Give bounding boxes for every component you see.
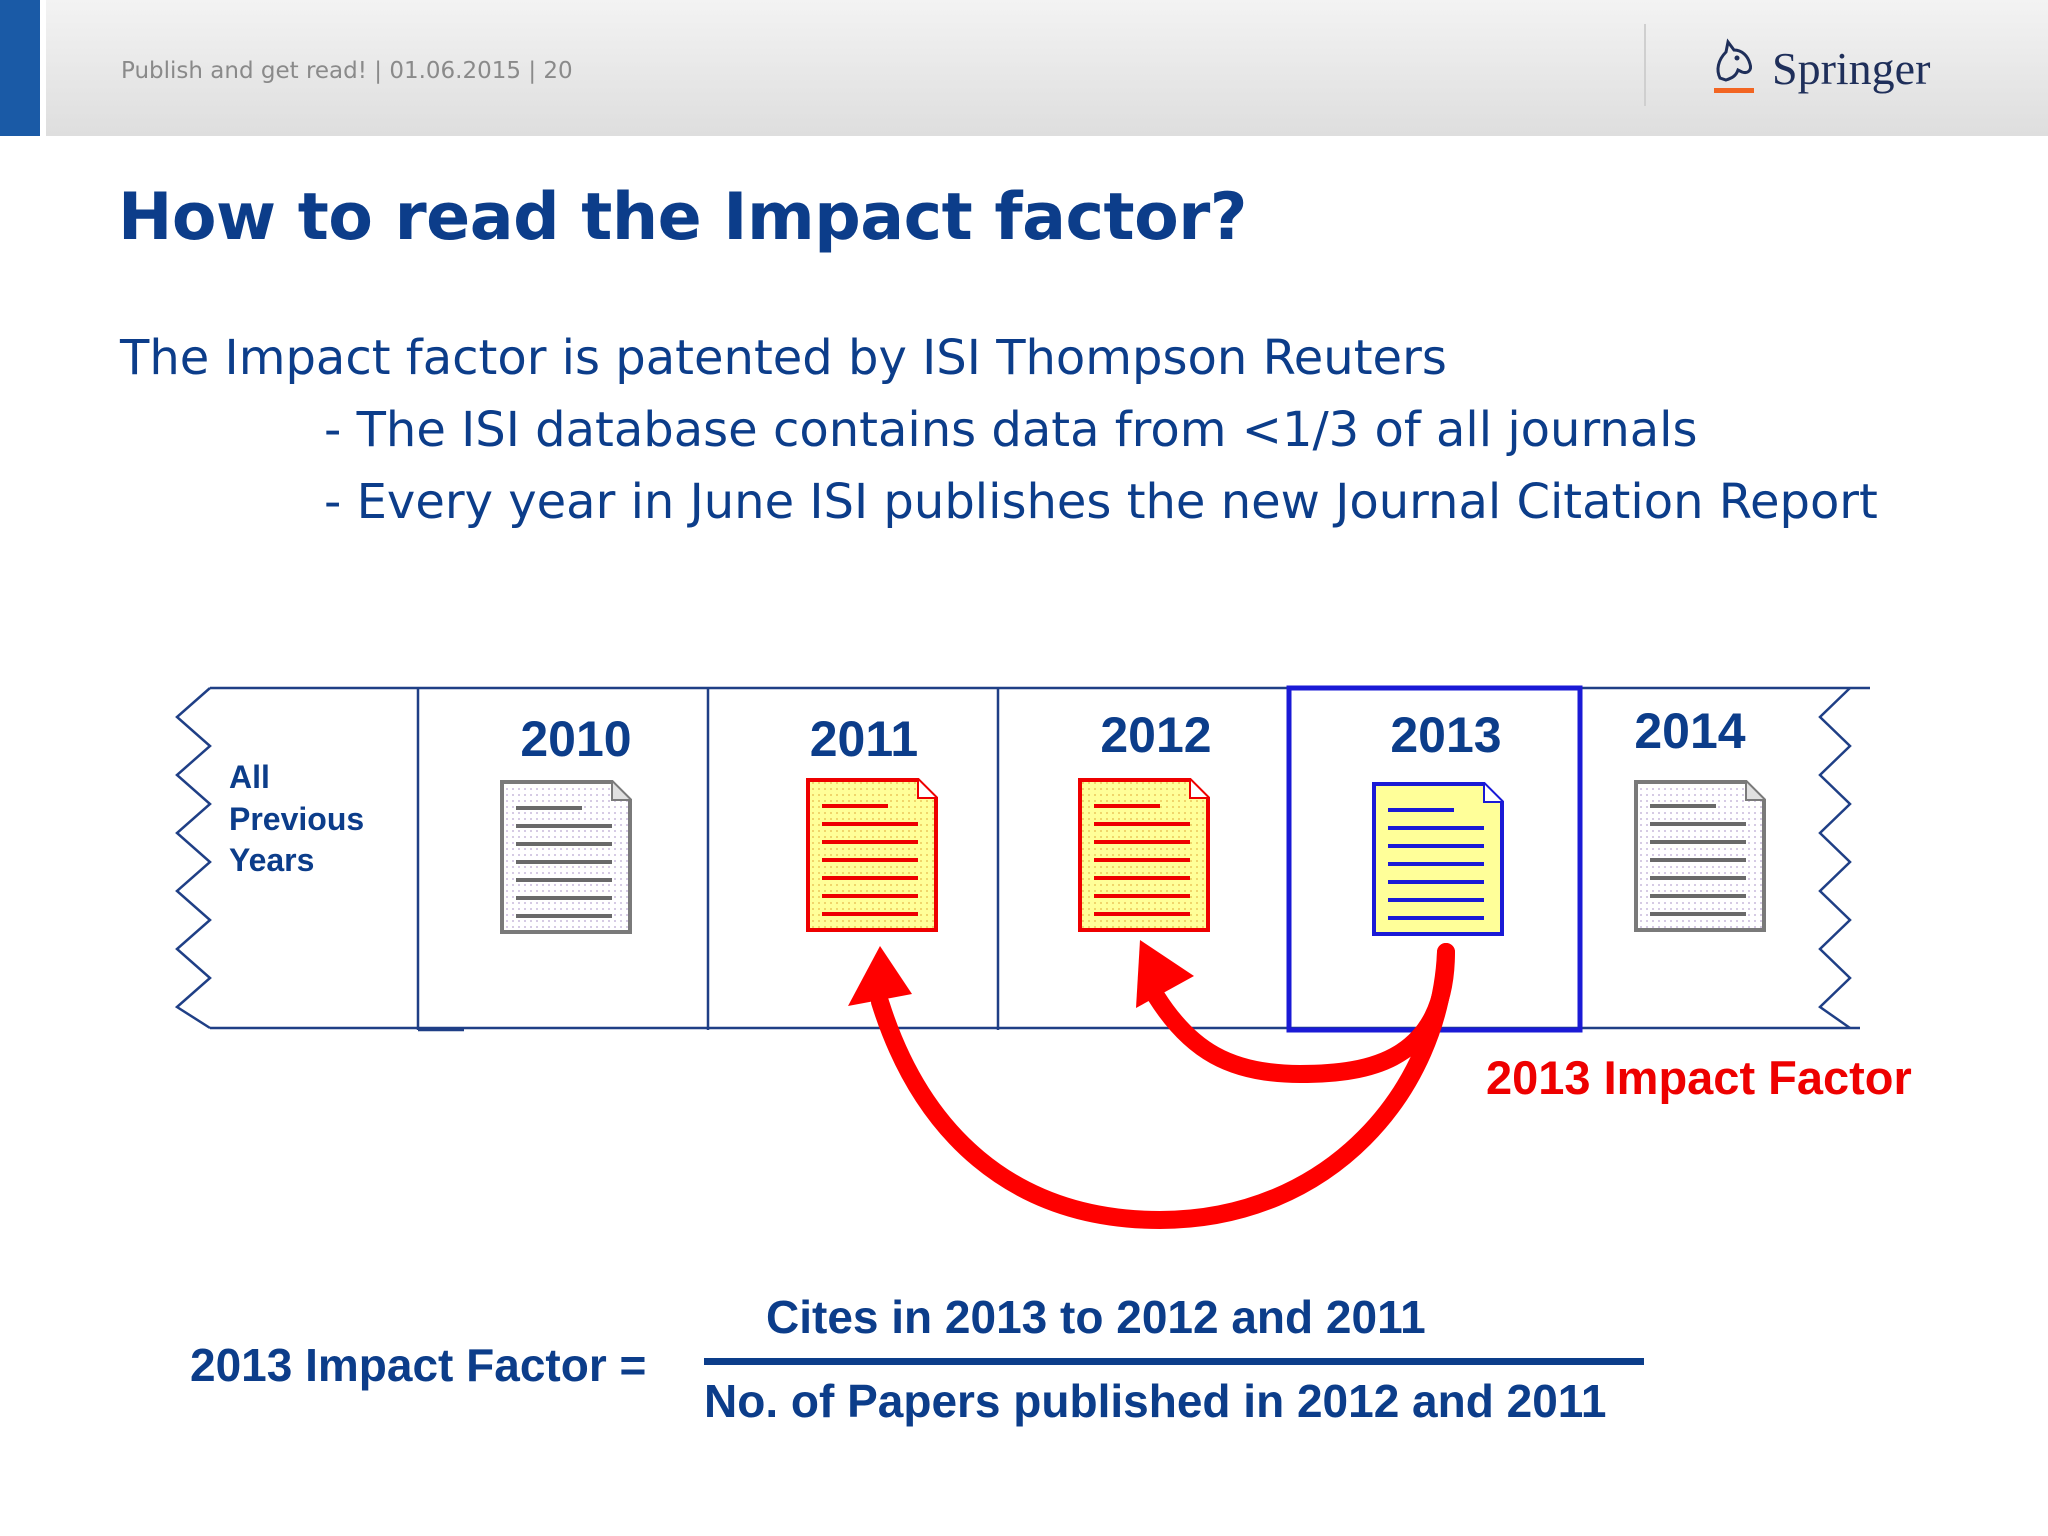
year-label-2013: 2013 (1390, 707, 1501, 763)
document-icon-2011 (806, 778, 938, 932)
year-label-2010: 2010 (520, 711, 631, 767)
header-meta: Publish and get read! | 01.06.2015 | 20 (121, 58, 573, 84)
springer-logo: Springer (1706, 34, 1946, 104)
formula-label: 2013 Impact Factor = (190, 1339, 647, 1391)
fraction-bar (704, 1358, 1644, 1365)
formula-denominator: No. of Papers published in 2012 and 2011 (704, 1375, 1607, 1427)
body-line-1: The Impact factor is patented by ISI Tho… (120, 330, 1447, 386)
previous-years-label-2: Previous (229, 801, 364, 837)
page-title: How to read the Impact factor? (118, 180, 1248, 255)
citation-arrow-to-2012 (1136, 940, 1455, 1084)
previous-years-label-3: Years (229, 842, 314, 878)
body-line-3: - Every year in June ISI publishes the n… (324, 474, 1878, 530)
document-icon-2010 (500, 780, 632, 934)
formula-numerator: Cites in 2013 to 2012 and 2011 (766, 1291, 1426, 1343)
header-accent-gap (40, 0, 46, 136)
header-bar (0, 0, 2048, 136)
header-accent (0, 0, 40, 136)
previous-years-label-1: All (229, 759, 270, 795)
year-label-2012: 2012 (1100, 707, 1211, 763)
body-line-2: - The ISI database contains data from <1… (324, 402, 1698, 458)
knight-icon (1714, 38, 1754, 93)
document-icon-2014 (1634, 780, 1766, 932)
document-icon-2013 (1372, 782, 1504, 936)
impact-factor-2013-label: 2013 Impact Factor (1486, 1051, 1912, 1104)
citation-arrow-to-2011 (848, 943, 1455, 1230)
brand-name: Springer (1772, 43, 1931, 94)
year-label-2014: 2014 (1634, 703, 1745, 759)
document-icon-2012 (1078, 778, 1210, 932)
timeline-band (174, 686, 1870, 1032)
header-separator (1644, 24, 1646, 106)
year-label-2011: 2011 (810, 711, 918, 767)
